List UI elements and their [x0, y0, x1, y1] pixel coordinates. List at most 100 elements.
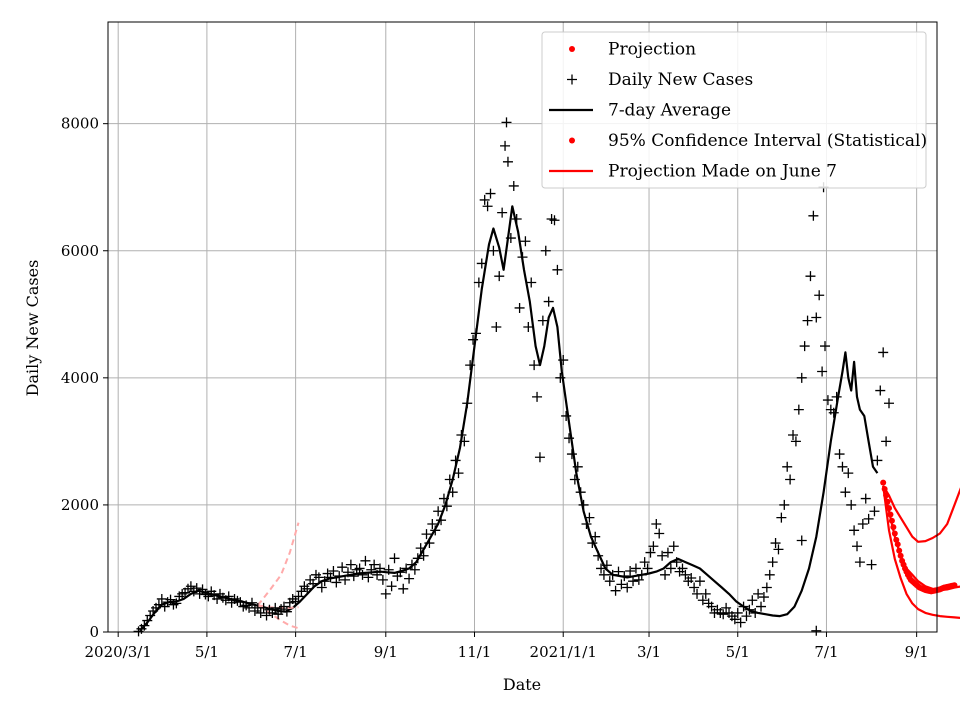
data-point-daily-new-cases-228: [793, 404, 804, 415]
legend-marker-0: [569, 46, 575, 52]
legend-label-1: Daily New Cases: [608, 70, 753, 90]
marker-layer: [133, 117, 958, 637]
data-point-daily-new-cases-217: [761, 582, 772, 593]
data-point-daily-new-cases-255: [872, 455, 883, 466]
data-point-daily-new-cases-192: [689, 582, 700, 593]
data-point-daily-new-cases-116: [470, 328, 481, 339]
data-point-daily-new-cases-168: [619, 571, 630, 582]
data-point-daily-new-cases-43: [258, 602, 269, 613]
data-point-daily-new-cases-85: [380, 588, 391, 599]
data-point-daily-new-cases-142: [543, 296, 554, 307]
data-point-daily-new-cases-22: [197, 584, 208, 595]
data-point-daily-new-cases-106: [441, 501, 452, 512]
data-point-daily-new-cases-122: [488, 245, 499, 256]
x-axis: 2020/3/1 5/1 7/1 9/1 11/1 2021/1/1 3/1 5/1 7/1 9/…: [84, 632, 929, 661]
data-point-daily-new-cases-235: [814, 290, 825, 301]
data-point-daily-new-cases-251: [860, 493, 871, 504]
data-point-daily-new-cases-42: [255, 607, 266, 618]
data-point-projection-4: [886, 505, 893, 512]
data-point-daily-new-cases-48: [273, 609, 284, 620]
data-point-daily-new-cases-154: [578, 499, 589, 510]
legend-label-2: 7-day Average: [608, 101, 731, 121]
data-point-daily-new-cases-175: [639, 557, 650, 568]
data-point-daily-new-cases-225: [785, 474, 796, 485]
data-point-projection-11: [896, 547, 903, 554]
data-point-daily-new-cases-147: [558, 355, 569, 366]
y-tick-label-4: 8000: [61, 115, 99, 133]
data-point-daily-new-cases-129: [505, 233, 516, 244]
data-point-daily-new-cases-97: [415, 543, 426, 554]
series-line-projection-made-on-june-7-2: [882, 485, 960, 619]
data-point-daily-new-cases-202: [718, 609, 729, 620]
data-point-daily-new-cases-156: [584, 512, 595, 523]
data-point-daily-new-cases-105: [438, 493, 449, 504]
data-point-daily-new-cases-119: [479, 194, 490, 205]
data-point-daily-new-cases-114: [465, 360, 476, 371]
data-point-daily-new-cases-193: [692, 588, 703, 599]
data-point-daily-new-cases-248: [852, 541, 863, 552]
data-point-daily-new-cases-162: [601, 560, 612, 571]
data-point-daily-new-cases-82: [372, 569, 383, 580]
data-point-daily-new-cases-234: [811, 312, 822, 323]
data-point-daily-new-cases-198: [706, 601, 717, 612]
data-point-daily-new-cases-250: [857, 518, 868, 529]
data-point-daily-new-cases-254: [869, 506, 880, 517]
data-point-daily-new-cases-80: [366, 564, 377, 575]
data-point-daily-new-cases-148: [561, 410, 572, 421]
data-point-daily-new-cases-50: [278, 601, 289, 612]
data-point-daily-new-cases-140: [537, 315, 548, 326]
data-point-daily-new-cases-73: [345, 559, 356, 570]
data-point-daily-new-cases-99: [421, 529, 432, 540]
data-point-daily-new-cases-203: [721, 602, 732, 613]
data-point-daily-new-cases-27: [212, 593, 223, 604]
data-point-daily-new-cases-78: [360, 555, 371, 566]
data-point-daily-new-cases-136: [526, 277, 537, 288]
data-point-daily-new-cases-107: [444, 474, 455, 485]
series-line-earlier-projection-interval-0: [257, 522, 300, 606]
data-point-daily-new-cases-237: [820, 341, 831, 352]
data-point-projection-8: [891, 530, 898, 537]
data-point-daily-new-cases-137: [529, 360, 540, 371]
data-point-daily-new-cases-242: [834, 449, 845, 460]
data-point-daily-new-cases-112: [459, 436, 470, 447]
data-point-daily-new-cases-223: [779, 499, 790, 510]
data-point-daily-new-cases-240: [828, 407, 839, 418]
data-point-daily-new-cases-67: [328, 566, 339, 576]
data-point-daily-new-cases-20: [191, 583, 202, 594]
data-point-daily-new-cases-230: [799, 341, 810, 352]
data-point-daily-new-cases-18: [185, 581, 196, 592]
y-axis: 0 2000 4000 6000 8000: [61, 115, 108, 641]
data-point-daily-new-cases-103: [433, 506, 444, 517]
data-point-daily-new-cases-183: [662, 547, 673, 558]
data-point-daily-new-cases-206: [729, 614, 740, 625]
data-point-daily-new-cases-145: [552, 264, 563, 275]
data-point-daily-new-cases-66: [325, 572, 336, 583]
data-point-daily-new-cases-167: [616, 579, 627, 590]
data-point-daily-new-cases-196: [700, 588, 711, 599]
data-point-daily-new-cases-185: [668, 541, 679, 552]
legend-label-4: Projection Made on June 7: [608, 162, 837, 182]
data-point-daily-new-cases-207: [732, 607, 743, 618]
x-tick-label-7: 5/1: [726, 643, 750, 661]
data-point-daily-new-cases-262: [796, 535, 807, 546]
data-point-daily-new-cases-8: [156, 593, 167, 604]
data-point-daily-new-cases-131: [511, 213, 522, 224]
data-point-daily-new-cases-130: [508, 180, 519, 191]
data-point-daily-new-cases-171: [628, 576, 639, 587]
data-point-daily-new-cases-232: [805, 271, 816, 282]
data-point-daily-new-cases-96: [412, 553, 423, 564]
series-line-earlier-projection-interval-1: [257, 604, 299, 630]
data-point-daily-new-cases-135: [523, 322, 534, 332]
data-point-daily-new-cases-151: [569, 474, 580, 485]
x-tick-label-1: 5/1: [195, 643, 219, 661]
data-point-daily-new-cases-163: [604, 576, 615, 587]
data-point-daily-new-cases-146: [555, 372, 566, 383]
data-point-daily-new-cases-87: [386, 581, 397, 592]
data-point-daily-new-cases-102: [430, 525, 441, 536]
data-point-daily-new-cases-224: [782, 461, 793, 472]
data-point-daily-new-cases-191: [686, 572, 697, 583]
data-point-projection-1: [881, 486, 888, 493]
data-point-daily-new-cases-180: [654, 528, 665, 539]
data-point-projection-6: [888, 517, 895, 524]
legend-marker-3: [569, 137, 575, 144]
